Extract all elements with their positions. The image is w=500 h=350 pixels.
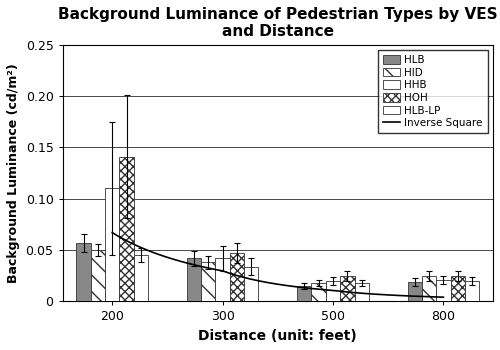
Bar [76, 243, 90, 301]
Bar [201, 262, 216, 301]
Bar [120, 157, 134, 301]
Bar [408, 282, 422, 301]
Bar [230, 253, 244, 301]
Bar [354, 283, 369, 301]
Bar [450, 276, 465, 301]
Bar [340, 276, 354, 301]
Bar [326, 281, 340, 301]
X-axis label: Distance (unit: feet): Distance (unit: feet) [198, 329, 357, 343]
Bar [186, 258, 201, 301]
Bar [216, 258, 230, 301]
Bar [297, 286, 312, 301]
Bar [312, 283, 326, 301]
Title: Background Luminance of Pedestrian Types by VES
and Distance: Background Luminance of Pedestrian Types… [58, 7, 498, 39]
Bar [134, 255, 148, 301]
Bar [422, 276, 436, 301]
Bar [90, 250, 105, 301]
Y-axis label: Background Luminance (cd/m²): Background Luminance (cd/m²) [7, 63, 20, 283]
Legend: HLB, HID, HHB, HOH, HLB-LP, Inverse Square: HLB, HID, HHB, HOH, HLB-LP, Inverse Squa… [378, 50, 488, 133]
Bar [436, 280, 450, 301]
Bar [105, 189, 120, 301]
Bar [244, 267, 258, 301]
Bar [465, 281, 479, 301]
